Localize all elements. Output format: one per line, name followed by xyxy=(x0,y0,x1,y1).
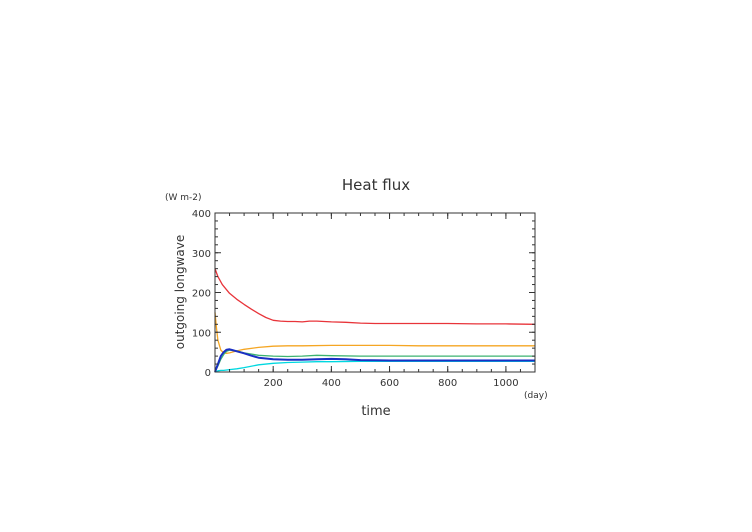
x-tick-label: 1000 xyxy=(493,378,518,389)
y-tick-label: 0 xyxy=(205,368,211,379)
y-axis-label: outgoing longwave xyxy=(173,235,187,350)
series-layer xyxy=(214,268,536,373)
plot-frame xyxy=(214,212,536,373)
series-line-5 xyxy=(214,348,535,373)
x-tick-label: 200 xyxy=(264,378,283,389)
x-tick-label: 400 xyxy=(322,378,341,389)
series-line-1 xyxy=(214,268,536,325)
y-tick-label: 300 xyxy=(192,249,211,260)
y-axis-unit: (W m-2) xyxy=(165,193,202,203)
x-tick-label: 600 xyxy=(380,378,399,389)
y-tick-label: 200 xyxy=(192,289,211,300)
series-line-3 xyxy=(214,349,535,373)
chart-title: Heat flux xyxy=(342,176,410,194)
y-tick-label: 400 xyxy=(192,209,211,220)
axes-layer: 200 400 600 800 1000 0 100 200 300 400 xyxy=(192,209,536,389)
x-axis-unit: (day) xyxy=(524,391,548,401)
x-axis-label: time xyxy=(361,404,390,419)
x-tick-label: 800 xyxy=(438,378,457,389)
y-tick-label: 100 xyxy=(192,328,211,339)
series-line-2 xyxy=(214,312,535,354)
